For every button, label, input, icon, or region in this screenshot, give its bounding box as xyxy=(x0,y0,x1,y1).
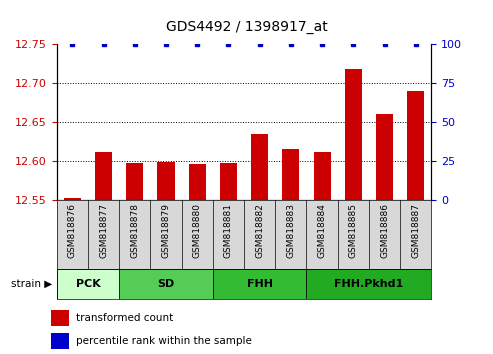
Text: PCK: PCK xyxy=(75,279,100,289)
Text: GSM818882: GSM818882 xyxy=(255,204,264,258)
Text: GSM818878: GSM818878 xyxy=(130,204,139,258)
Text: GDS4492 / 1398917_at: GDS4492 / 1398917_at xyxy=(166,19,327,34)
Text: SD: SD xyxy=(157,279,175,289)
Bar xyxy=(213,269,307,299)
Text: GSM818877: GSM818877 xyxy=(99,204,108,258)
Text: FHH: FHH xyxy=(246,279,273,289)
Text: transformed count: transformed count xyxy=(76,313,174,323)
Bar xyxy=(251,134,268,200)
Bar xyxy=(51,333,69,349)
Bar xyxy=(57,269,119,299)
Bar xyxy=(307,269,431,299)
Text: GSM818881: GSM818881 xyxy=(224,204,233,258)
Bar xyxy=(314,152,331,200)
Bar xyxy=(64,199,81,200)
Text: strain ▶: strain ▶ xyxy=(10,279,52,289)
Text: GSM818886: GSM818886 xyxy=(380,204,389,258)
Text: GSM818884: GSM818884 xyxy=(317,204,326,258)
Text: GSM818876: GSM818876 xyxy=(68,204,77,258)
Bar xyxy=(157,162,175,200)
Text: GSM818885: GSM818885 xyxy=(349,204,358,258)
Text: percentile rank within the sample: percentile rank within the sample xyxy=(76,336,252,346)
Text: GSM818880: GSM818880 xyxy=(193,204,202,258)
Bar xyxy=(126,164,143,200)
Bar xyxy=(119,269,213,299)
Bar xyxy=(376,114,393,200)
Bar xyxy=(189,164,206,200)
Text: GSM818883: GSM818883 xyxy=(286,204,295,258)
Bar xyxy=(345,69,362,200)
Text: FHH.Pkhd1: FHH.Pkhd1 xyxy=(334,279,404,289)
Text: GSM818879: GSM818879 xyxy=(162,204,171,258)
Bar xyxy=(95,152,112,200)
Bar xyxy=(407,91,424,200)
Bar xyxy=(282,149,299,200)
Bar xyxy=(51,310,69,326)
Bar xyxy=(220,162,237,200)
Text: GSM818887: GSM818887 xyxy=(411,204,420,258)
